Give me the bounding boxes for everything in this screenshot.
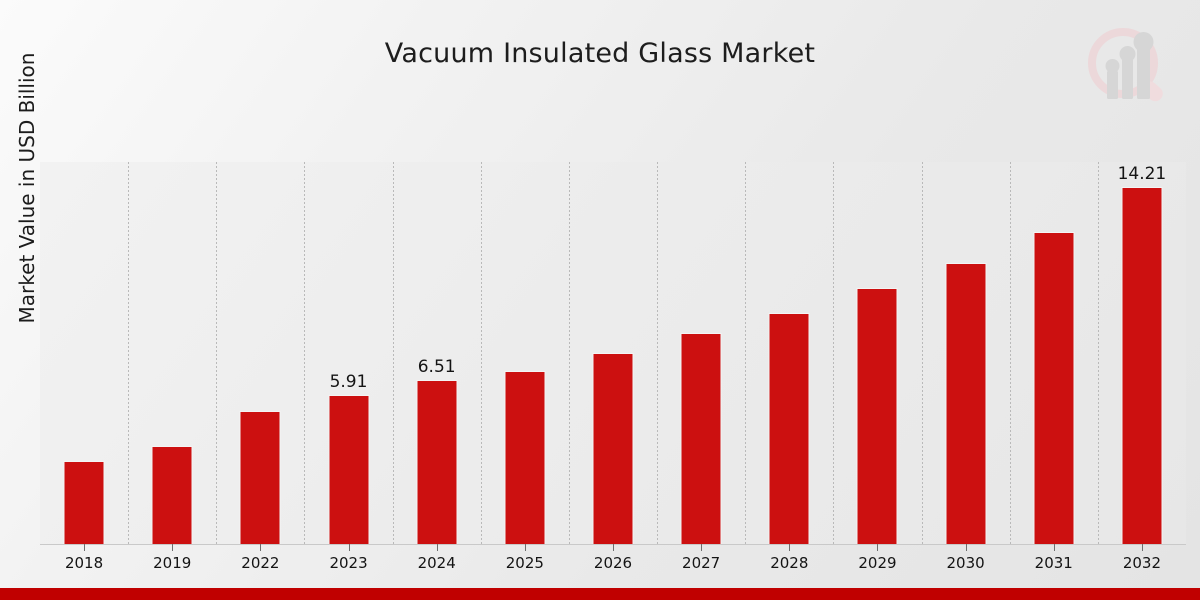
x-tick-label: 2018 xyxy=(64,554,104,572)
plot-area: 5.91 6.51 14.21 xyxy=(40,162,1186,545)
grid-line xyxy=(833,162,834,544)
bar-value-label: 6.51 xyxy=(417,357,456,378)
x-tick-mark xyxy=(525,544,526,551)
x-tick-mark xyxy=(966,544,967,551)
bar[interactable] xyxy=(504,370,546,544)
bar-slot xyxy=(745,162,833,544)
x-tick-label: 2030 xyxy=(946,554,985,572)
x-tick-label: 2024 xyxy=(417,554,456,572)
bar[interactable] xyxy=(945,262,987,544)
x-tick-label: 2028 xyxy=(770,554,809,572)
grid-line xyxy=(393,162,394,544)
bar[interactable] xyxy=(680,332,722,544)
x-tick-mark xyxy=(789,544,790,551)
x-tick-label: 2029 xyxy=(858,554,897,572)
footer-band xyxy=(0,588,1200,600)
x-tick-label: 2026 xyxy=(593,554,633,572)
x-tick-mark xyxy=(260,544,261,551)
chart-title: Vacuum Insulated Glass Market xyxy=(384,38,816,69)
bar-slot xyxy=(833,162,921,544)
x-tick-mark xyxy=(437,544,438,551)
bar-slot: 14.21 xyxy=(1098,162,1186,544)
bar-slot xyxy=(216,162,304,544)
x-tick-mark xyxy=(1142,544,1143,551)
grid-line xyxy=(216,162,217,544)
x-axis: 2018 2019 2022 2023 2024 2025 2026 2027 2028 2029… xyxy=(40,544,1186,578)
bar-value-label: 14.21 xyxy=(1117,163,1167,184)
bar-slot: 5.91 xyxy=(304,162,392,544)
bar-slot xyxy=(922,162,1010,544)
grid-line xyxy=(128,162,129,544)
grid-line xyxy=(657,162,658,544)
bar[interactable] xyxy=(856,287,898,544)
x-tick-label: 2025 xyxy=(505,554,544,572)
x-tick-mark xyxy=(1054,544,1055,551)
x-tick-label: 2023 xyxy=(329,554,368,572)
x-tick-mark xyxy=(613,544,614,551)
x-tick-mark xyxy=(877,544,878,551)
bar-slot xyxy=(569,162,657,544)
y-axis-title: Market Value in USD Billion xyxy=(15,52,39,324)
bar[interactable] xyxy=(151,446,193,544)
x-tick-mark xyxy=(349,544,350,551)
bar[interactable] xyxy=(239,410,281,544)
x-tick-label: 2022 xyxy=(241,554,280,572)
grid-line xyxy=(304,162,305,544)
grid-line xyxy=(1098,162,1099,544)
x-tick-label: 2027 xyxy=(682,554,721,572)
bar[interactable] xyxy=(63,461,105,544)
bar-value-label: 5.91 xyxy=(329,372,368,393)
bar-slot xyxy=(1010,162,1098,544)
bar-slot: 6.51 xyxy=(393,162,481,544)
magnifier-bar-chart-logo-icon xyxy=(1080,22,1176,118)
grid-line xyxy=(922,162,923,544)
bar-slot xyxy=(128,162,216,544)
x-tick-mark xyxy=(701,544,702,551)
bar[interactable] xyxy=(592,353,634,544)
grid-line xyxy=(481,162,482,544)
bar-slot xyxy=(657,162,745,544)
bar[interactable] xyxy=(1033,232,1075,544)
grid-line xyxy=(569,162,570,544)
x-tick-label: 2032 xyxy=(1122,554,1162,572)
grid-line xyxy=(1010,162,1011,544)
x-tick-mark xyxy=(84,544,85,551)
bar-slot xyxy=(40,162,128,544)
x-tick-label: 2031 xyxy=(1034,554,1073,572)
bar[interactable] xyxy=(768,312,810,544)
bar-slot xyxy=(481,162,569,544)
grid-line xyxy=(745,162,746,544)
bar[interactable] xyxy=(328,395,370,544)
x-tick-label: 2019 xyxy=(153,554,192,572)
bar[interactable] xyxy=(416,380,458,544)
x-tick-mark xyxy=(172,544,173,551)
bar[interactable] xyxy=(1121,186,1163,544)
